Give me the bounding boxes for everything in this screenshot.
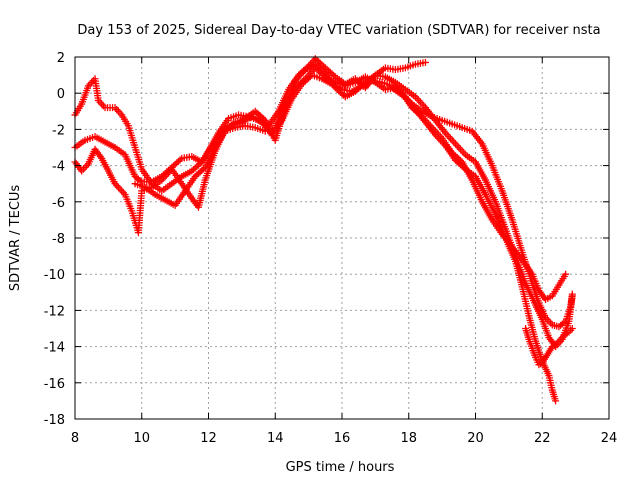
data-point (194, 169, 202, 177)
data-point (194, 161, 202, 169)
data-point (326, 68, 334, 76)
chart-title: Day 153 of 2025, Sidereal Day-to-day VTE… (77, 23, 600, 38)
data-point (451, 156, 459, 164)
data-point (260, 115, 268, 123)
data-point (401, 94, 409, 102)
data-point (560, 319, 568, 327)
data-point (189, 166, 197, 174)
y-tick-label: -2 (52, 123, 65, 138)
data-point (315, 67, 323, 75)
data-point (313, 65, 321, 73)
data-point (406, 99, 414, 107)
data-point (333, 85, 341, 93)
data-point (300, 76, 308, 84)
y-tick-label: -6 (52, 196, 65, 211)
data-point (330, 71, 338, 79)
y-tick-label: -18 (44, 413, 65, 428)
data-point (328, 70, 336, 78)
data-point (320, 71, 328, 79)
data-point (193, 171, 201, 179)
data-point (458, 162, 466, 170)
data-point (253, 109, 261, 117)
data-point (562, 270, 570, 278)
data-point (552, 397, 560, 405)
data-point (568, 325, 576, 332)
x-tick-label: 18 (400, 431, 417, 446)
data-point (188, 167, 196, 175)
data-point (298, 78, 306, 86)
data-point (400, 93, 408, 101)
data-point (174, 157, 182, 165)
series-track-4 (131, 64, 560, 405)
y-tick-label: -12 (44, 304, 65, 319)
y-tick-label: -4 (52, 160, 65, 175)
data-point (176, 156, 184, 164)
data-point (360, 80, 368, 88)
y-tick-label: -8 (52, 232, 65, 247)
data-point (295, 81, 303, 89)
data-point (191, 172, 199, 180)
y-tick-label: -10 (44, 268, 65, 283)
x-tick-label: 24 (601, 431, 618, 446)
data-point (196, 159, 204, 167)
y-tick-label: 2 (57, 51, 65, 66)
x-tick-label: 14 (267, 431, 284, 446)
data-point (258, 113, 266, 121)
series-track-6 (522, 325, 576, 369)
data-point (196, 168, 204, 176)
data-point (311, 64, 319, 72)
data-point (256, 112, 264, 120)
data-point (173, 159, 181, 167)
data-point (351, 87, 359, 95)
x-axis-label: GPS time / hours (286, 460, 395, 475)
data-point (358, 81, 366, 89)
data-point (353, 86, 361, 94)
data-point (193, 163, 201, 171)
y-axis-label: SDTVAR / TECUs (8, 185, 23, 292)
data-point (296, 79, 304, 87)
data-point (191, 164, 199, 172)
x-tick-label: 16 (334, 431, 351, 446)
data-point (398, 91, 406, 99)
data-point (421, 58, 429, 66)
data-point (405, 97, 413, 105)
data-point (318, 70, 326, 78)
data-point (338, 90, 346, 98)
data-point (455, 159, 463, 167)
data-point (453, 158, 461, 166)
x-tick-label: 10 (133, 431, 150, 446)
data-point (198, 166, 206, 174)
x-tick-label: 12 (200, 431, 217, 446)
data-point (316, 68, 324, 76)
y-tick-label: -14 (44, 341, 65, 356)
axis-ticks: 8 10 12 14 16 18 20 22 24-18-16-14-12-10-8-6-4-2… (44, 51, 618, 446)
data-point (335, 87, 343, 95)
data-point (356, 83, 364, 91)
data-point (456, 161, 464, 169)
data-point (199, 165, 207, 173)
data-point (171, 160, 179, 168)
data-point (460, 164, 468, 172)
y-tick-label: -16 (44, 377, 65, 392)
x-tick-label: 8 (71, 431, 79, 446)
y-tick-label: 0 (57, 87, 65, 102)
data-point (568, 290, 576, 298)
data-point (293, 82, 301, 90)
x-tick-label: 20 (467, 431, 484, 446)
data-point (403, 96, 411, 104)
data-point (251, 107, 259, 115)
x-tick-label: 22 (534, 431, 551, 446)
data-point (355, 84, 363, 92)
data-points-layer (71, 55, 576, 405)
series-track-5 (388, 84, 576, 331)
data-point (336, 88, 344, 96)
data-point (255, 110, 263, 118)
data-point (291, 84, 299, 92)
